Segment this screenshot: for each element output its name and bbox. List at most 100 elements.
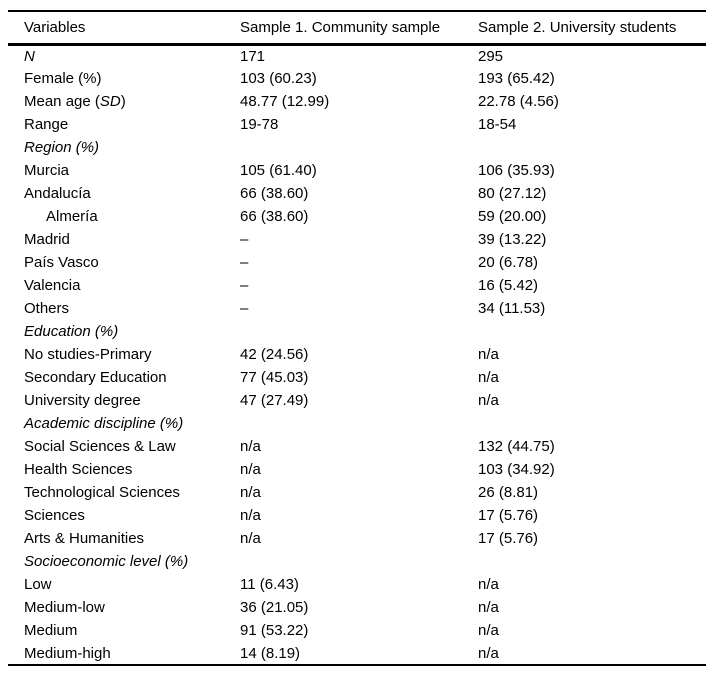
sample2-value: 193 (65.42) (478, 70, 555, 87)
table-row: No studies-Primary 42 (24.56) n/a (8, 343, 706, 366)
sample2-value: 80 (27.12) (478, 185, 547, 202)
row-label: Mean age (SD) (8, 90, 240, 113)
row-label: University degree (8, 389, 240, 412)
sample2-value: 18-54 (478, 116, 517, 133)
sample1-value: n/a (240, 530, 261, 547)
paper-table-container: Variables Sample 1. Community sample Sam… (8, 10, 706, 666)
table-header: Variables Sample 1. Community sample Sam… (8, 11, 706, 46)
sample2-value: 26 (8.81) (478, 484, 539, 501)
sample1-value: n/a (240, 484, 261, 501)
row-label-text: No studies-Primary (24, 346, 152, 363)
row-label-text: Madrid (24, 231, 70, 248)
row-label-text: ) (120, 93, 126, 110)
row-label: Education (%) (8, 320, 240, 343)
row-label-text: Academic discipline (%) (24, 415, 184, 432)
table-row: Mean age (SD) 48.77 (12.99) 22.78 (4.56) (8, 90, 706, 113)
row-label-text: Medium-high (24, 644, 111, 662)
row-label: Medium (8, 619, 240, 642)
sample1-value: 47 (27.49) (240, 392, 309, 409)
sample2-value: 34 (11.53) (478, 300, 546, 317)
sample2-value (478, 412, 706, 435)
sample2-value: 22.78 (4.56) (478, 93, 559, 110)
sample1-value: n/a (240, 438, 261, 455)
sample1-value: – (240, 231, 249, 248)
table-row: Female (%) 103 (60.23) 193 (65.42) (8, 67, 706, 90)
section-row: Education (%) (8, 320, 706, 343)
sample1-value: 14 (8.19) (240, 644, 301, 662)
sample1-value: n/a (240, 507, 261, 524)
row-label: N (8, 44, 240, 67)
row-label-text: Education (%) (24, 323, 119, 340)
row-label: Madrid (8, 228, 240, 251)
row-label-text: Murcia (24, 162, 70, 179)
table-row: N 171 295 (8, 44, 706, 67)
row-label: Almería (8, 205, 240, 228)
row-label: Sciences (8, 504, 240, 527)
sample1-value: – (240, 300, 249, 317)
sample2-value: n/a (478, 576, 499, 593)
sample1-value: 66 (38.60) (240, 208, 309, 225)
row-label: Medium-low (8, 596, 240, 619)
table-row: Medium-high 14 (8.19) n/a (8, 642, 706, 665)
row-label: Others (8, 297, 240, 320)
sample2-value: 39 (13.22) (478, 231, 547, 248)
sample2-value: n/a (478, 599, 499, 616)
row-label-text: Health Sciences (24, 461, 133, 478)
sample2-value: 20 (6.78) (478, 254, 539, 271)
row-label: Range (8, 113, 240, 136)
sample1-value: 103 (60.23) (240, 70, 317, 87)
table-row: Valencia – 16 (5.42) (8, 274, 706, 297)
sample2-value: n/a (478, 622, 499, 639)
sample1-value (240, 320, 478, 343)
table-row: Murcia 105 (61.40) 106 (35.93) (8, 159, 706, 182)
row-label: Andalucía (8, 182, 240, 205)
sample2-value: 132 (44.75) (478, 438, 555, 455)
sample2-value (478, 136, 706, 159)
header-variables: Variables (8, 11, 240, 46)
row-label-text: Region (%) (24, 139, 100, 156)
row-label-text: Secondary Education (24, 369, 167, 386)
row-label: Secondary Education (8, 366, 240, 389)
table-row: País Vasco – 20 (6.78) (8, 251, 706, 274)
sample1-value: 77 (45.03) (240, 369, 309, 386)
row-label: Arts & Humanities (8, 527, 240, 550)
row-label-text: University degree (24, 392, 141, 409)
row-label-text: Others (24, 300, 70, 317)
sample1-value (240, 136, 478, 159)
sample1-value (240, 412, 478, 435)
sample2-value: 16 (5.42) (478, 277, 539, 294)
row-label-text: Andalucía (24, 185, 91, 202)
sample1-value: 171 (240, 47, 266, 65)
table-row: Medium 91 (53.22) n/a (8, 619, 706, 642)
sample1-value: 19-78 (240, 116, 279, 133)
table-row: Others – 34 (11.53) (8, 297, 706, 320)
sample1-value: n/a (240, 461, 261, 478)
row-label: Socioeconomic level (%) (8, 550, 240, 573)
sample1-value: 11 (6.43) (240, 576, 299, 593)
row-label-text: País Vasco (24, 254, 99, 271)
row-label-text: Valencia (24, 277, 81, 294)
row-label: Female (%) (8, 67, 240, 90)
sample2-value: 17 (5.76) (478, 507, 539, 524)
row-label-text: Socioeconomic level (%) (24, 553, 189, 570)
row-label-text: Technological Sciences (24, 484, 180, 501)
sample2-value (478, 550, 706, 573)
sample2-value: n/a (478, 392, 499, 409)
sample2-value: 103 (34.92) (478, 461, 555, 478)
sample2-value: 106 (35.93) (478, 162, 555, 179)
sample2-value: 59 (20.00) (478, 208, 547, 225)
row-label: Technological Sciences (8, 481, 240, 504)
sample2-value: 295 (478, 47, 504, 65)
sample1-value: 48.77 (12.99) (240, 93, 330, 110)
sample2-value (478, 320, 706, 343)
row-label: Low (8, 573, 240, 596)
header-sample2: Sample 2. University students (478, 11, 706, 46)
row-label: Region (%) (8, 136, 240, 159)
row-label-text: SD (99, 93, 121, 110)
table-row: Sciences n/a 17 (5.76) (8, 504, 706, 527)
table-row: University degree 47 (27.49) n/a (8, 389, 706, 412)
row-label: Health Sciences (8, 458, 240, 481)
table-row: Arts & Humanities n/a 17 (5.76) (8, 527, 706, 550)
sample1-value: – (240, 277, 249, 294)
sample1-value: 91 (53.22) (240, 622, 309, 639)
